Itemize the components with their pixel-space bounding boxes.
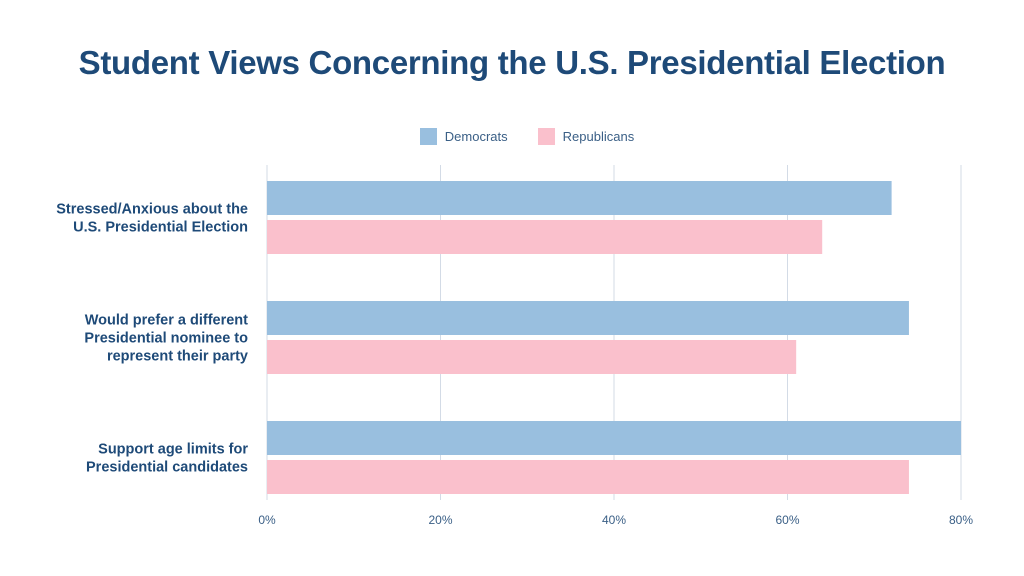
bar-republicans-2[interactable] [267, 460, 909, 494]
x-tick-label-80: 80% [949, 513, 973, 527]
bar-republicans-0[interactable] [267, 220, 823, 254]
category-label-0: Stressed/Anxious about the U.S. President… [56, 202, 248, 236]
x-tick-label-20: 20% [428, 513, 452, 527]
x-tick-label-0: 0% [258, 513, 276, 527]
legend-swatch-democrats [419, 128, 437, 145]
x-tick-label-40: 40% [602, 513, 626, 527]
x-tick-label-60: 60% [775, 513, 799, 527]
bar-democrats-1[interactable] [267, 301, 909, 335]
legend-item-democrats[interactable]: Democrats [419, 128, 508, 145]
category-label-1: Would prefer a different Presidential nom… [84, 313, 248, 365]
legend: Democrats Republicans [0, 128, 1024, 145]
category-label-2: Support age limits for Presidential candi… [86, 442, 248, 476]
chart-title: Student Views Concerning the U.S. Presid… [78, 44, 946, 81]
bar-democrats-0[interactable] [267, 181, 892, 215]
bar-republicans-1[interactable] [267, 340, 797, 374]
legend-label-republicans: Republicans [562, 129, 635, 144]
legend-swatch-republicans [537, 128, 555, 145]
legend-label-democrats: Democrats [444, 129, 508, 144]
bar-democrats-2[interactable] [267, 421, 961, 455]
legend-item-republicans[interactable]: Republicans [537, 128, 635, 145]
